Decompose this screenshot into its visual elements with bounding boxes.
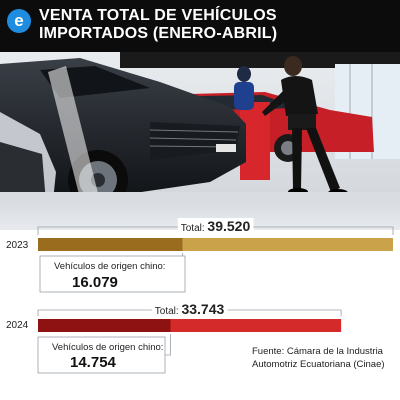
total-label-bg-2024 xyxy=(151,301,228,317)
year-label-2023: 2023 xyxy=(6,240,29,251)
chinese-box-2024 xyxy=(37,336,166,374)
chinese-connector-2024 xyxy=(165,334,171,356)
total-value: 33.743 xyxy=(181,301,224,317)
showroom-photo xyxy=(0,52,400,230)
source-line-2: Automotriz Ecuatoriana (Cinae) xyxy=(252,359,385,370)
title-line-1: VENTA TOTAL DE VEHÍCULOS xyxy=(39,7,277,24)
chinese-value-2024: 14.754 xyxy=(70,354,117,371)
showroom-illustration xyxy=(0,52,400,230)
header-banner: e VENTA TOTAL DE VEHÍCULOS IMPORTADOS (E… xyxy=(0,0,400,52)
chinese-caption-2023: Vehículos de origen chino: xyxy=(54,261,165,272)
brand-logo-icon: e xyxy=(7,9,31,33)
total-value: 39.520 xyxy=(207,218,250,234)
chinese-caption-2024: Vehículos de origen chino: xyxy=(52,342,163,353)
total-label-bg-2023 xyxy=(177,218,254,234)
total-caption: Total: xyxy=(155,306,182,317)
title-line-2: IMPORTADOS (ENERO-ABRIL) xyxy=(39,25,278,42)
total-label-2023: Total: 39.520 xyxy=(181,218,251,234)
imports-bar-chart: 2023 Total: 39.520 Vehículos de origen chi… xyxy=(6,218,394,374)
chinese-box-2023 xyxy=(39,255,186,293)
total-label-2024: Total: 33.743 xyxy=(155,301,225,317)
chinese-bar-2024 xyxy=(38,319,171,332)
chinese-bar-2023 xyxy=(38,238,183,251)
source-note: Fuente: Cámara de la Industria Automotri… xyxy=(252,345,385,371)
total-caption: Total: xyxy=(181,223,208,234)
chinese-value-2023: 16.079 xyxy=(72,274,118,291)
page-title: VENTA TOTAL DE VEHÍCULOS IMPORTADOS (ENE… xyxy=(39,7,277,43)
source-line-1: Fuente: Cámara de la Industria xyxy=(252,346,383,357)
year-label-2024: 2024 xyxy=(6,320,29,331)
